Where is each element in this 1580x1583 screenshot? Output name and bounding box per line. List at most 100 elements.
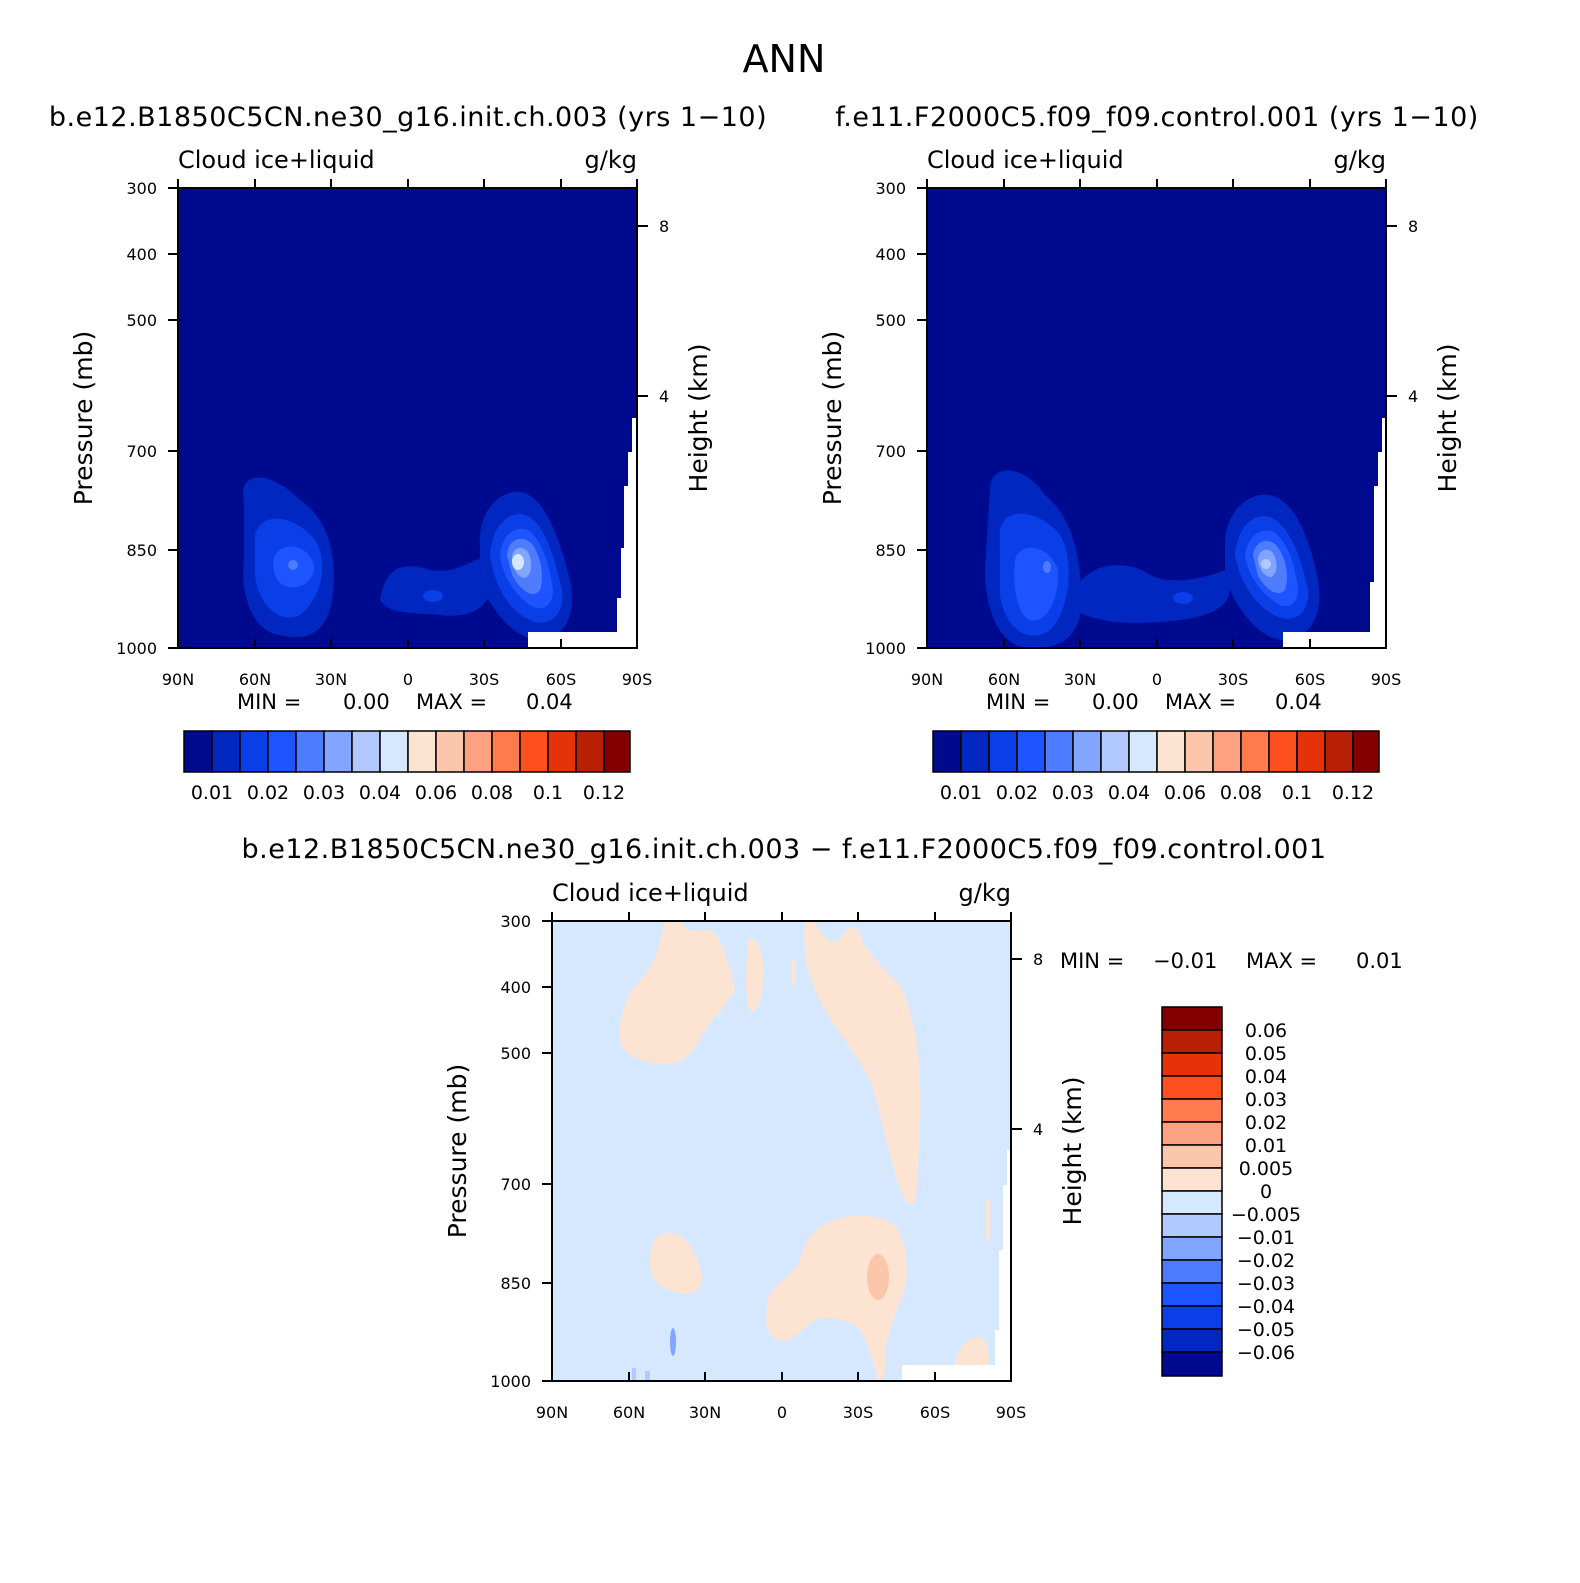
panel1-ytick-0: 300 — [126, 179, 157, 198]
panel2-x-ticks — [926, 179, 1387, 648]
panel2-min-label: MIN = — [986, 690, 1050, 714]
panel2-contour-sh-6 — [1261, 559, 1271, 569]
panel1-cb-box-6 — [351, 730, 381, 773]
panel2-cb-box-14 — [1324, 730, 1354, 773]
panel1-ylabel-right: Height (km) — [684, 344, 713, 493]
panel3-cb-box-5 — [1161, 1121, 1223, 1146]
panel1-xtick-1: 60N — [239, 670, 271, 689]
panel3-cb-box-12 — [1161, 1282, 1223, 1307]
panel-3: Cloud ice+liquid g/kg — [443, 879, 1403, 1422]
panel3-cb-box-6 — [1161, 1144, 1223, 1169]
panel3-xtick-1: 60N — [613, 1403, 645, 1422]
panel2-xtick-6: 90S — [1371, 670, 1402, 689]
panel3-contour-upper-sh — [804, 921, 921, 1205]
panel2-cb-box-11 — [1240, 730, 1270, 773]
panel1-cb-box-8 — [407, 730, 437, 773]
panel1-cb-label-7: 0.12 — [583, 782, 625, 804]
panel3-cb-label-14: −0.06 — [1237, 1342, 1295, 1364]
panel3-ytick-0: 300 — [500, 912, 531, 931]
panel2-contour-nh-4 — [1043, 561, 1051, 573]
panel3-ylabel: Pressure (mb) — [443, 1064, 472, 1238]
panel3-ytick-1: 400 — [500, 978, 531, 997]
panel2-cb-box-9 — [1184, 730, 1214, 773]
panel3-ytick-2: 500 — [500, 1044, 531, 1063]
panel2-min-value: 0.00 — [1092, 690, 1139, 714]
panel1-plot-area — [178, 188, 637, 648]
diff-case-title: b.e12.B1850C5CN.ne30_g16.init.ch.003 − f… — [241, 834, 1326, 865]
panel3-xtick-0: 90N — [536, 1403, 568, 1422]
panel1-cb-label-2: 0.03 — [303, 782, 345, 804]
panel-2: Cloud ice+liquid g/kg — [818, 146, 1462, 804]
panel1-cb-box-10 — [463, 730, 493, 773]
panel3-cb-label-8: −0.005 — [1231, 1204, 1301, 1226]
panel3-cb-box-0 — [1161, 1006, 1223, 1031]
panel1-xtick-4: 30S — [469, 670, 500, 689]
panel2-cb-label-7: 0.12 — [1332, 782, 1374, 804]
panel3-cb-label-4: 0.02 — [1245, 1112, 1287, 1134]
panel2-cb-box-3 — [1016, 730, 1046, 773]
panel3-htick-0: 8 — [1033, 950, 1043, 969]
panel3-cb-label-6: 0.005 — [1239, 1158, 1293, 1180]
panel2-cb-label-3: 0.04 — [1108, 782, 1150, 804]
panel2-plot-area — [927, 188, 1386, 648]
panel1-cb-box-11 — [491, 730, 521, 773]
panel1-x-ticks — [177, 179, 638, 648]
panel1-cb-box-12 — [519, 730, 549, 773]
panel1-ytick-3: 700 — [126, 442, 157, 461]
panel1-cb-box-9 — [435, 730, 465, 773]
panel2-variable-title: Cloud ice+liquid — [927, 146, 1124, 174]
panel1-cb-box-0 — [183, 730, 213, 773]
panel1-cb-box-4 — [295, 730, 325, 773]
panel3-ytick-3: 700 — [500, 1175, 531, 1194]
panel3-cb-box-4 — [1161, 1098, 1223, 1123]
panel3-contour-neg-fleck-3 — [645, 1371, 650, 1381]
panel1-contour-nh-4 — [288, 560, 298, 570]
panel3-cb-box-14 — [1161, 1328, 1223, 1353]
panel3-contour-lower-sh-max — [867, 1254, 889, 1300]
panel1-htick-0: 8 — [659, 217, 669, 236]
panel2-htick-1: 4 — [1408, 387, 1418, 406]
panel2-cb-box-5 — [1072, 730, 1102, 773]
panel2-ytick-1: 400 — [875, 245, 906, 264]
panel1-variable-title: Cloud ice+liquid — [178, 146, 375, 174]
panel2-ytick-2: 500 — [875, 311, 906, 330]
panel1-contour-trop-2 — [423, 590, 443, 602]
panel3-variable-title: Cloud ice+liquid — [552, 879, 749, 907]
panel3-min-value: −0.01 — [1153, 949, 1217, 973]
panel1-cb-box-14 — [575, 730, 605, 773]
panel3-cb-label-12: −0.04 — [1237, 1296, 1295, 1318]
panel2-cb-box-2 — [988, 730, 1018, 773]
panel3-min-label: MIN = — [1060, 949, 1124, 973]
panel3-max-label: MAX = — [1246, 949, 1317, 973]
panel3-contour-lower-sh — [766, 1215, 907, 1381]
panel3-cb-label-5: 0.01 — [1245, 1135, 1287, 1157]
panel2-cb-label-5: 0.08 — [1220, 782, 1262, 804]
panel3-y-ticks — [542, 920, 1022, 1382]
panel2-y-tick-labels: 300 400 500 700 850 1000 8 4 — [865, 179, 1418, 658]
panel3-cb-box-2 — [1161, 1052, 1223, 1077]
panel1-min-label: MIN = — [237, 690, 301, 714]
panel3-ytick-4: 850 — [500, 1274, 531, 1293]
panel3-cb-box-13 — [1161, 1305, 1223, 1330]
panel1-htick-1: 4 — [659, 387, 669, 406]
panel1-ytick-2: 500 — [126, 311, 157, 330]
panel3-cb-label-0: 0.06 — [1245, 1020, 1287, 1042]
panel1-x-tick-labels: 90N 60N 30N 0 30S 60S 90S — [162, 670, 652, 689]
panel2-cb-box-13 — [1296, 730, 1326, 773]
panel2-cb-box-10 — [1212, 730, 1242, 773]
panel2-ytick-4: 850 — [875, 541, 906, 560]
panel1-xtick-5: 60S — [546, 670, 577, 689]
panel2-cb-label-4: 0.06 — [1164, 782, 1206, 804]
panel3-ytick-5: 1000 — [490, 1372, 531, 1391]
panel2-cb-box-1 — [960, 730, 990, 773]
panel3-cb-label-13: −0.05 — [1237, 1319, 1295, 1341]
panel3-xtick-2: 30N — [689, 1403, 721, 1422]
panel1-max-value: 0.04 — [526, 690, 573, 714]
panel3-missing-region — [902, 1150, 1011, 1381]
panel3-max-value: 0.01 — [1356, 949, 1403, 973]
panel3-xtick-5: 60S — [920, 1403, 951, 1422]
panel2-xtick-2: 30N — [1064, 670, 1096, 689]
panel1-contour-trop-1 — [380, 555, 493, 616]
panel1-cb-box-7 — [379, 730, 409, 773]
